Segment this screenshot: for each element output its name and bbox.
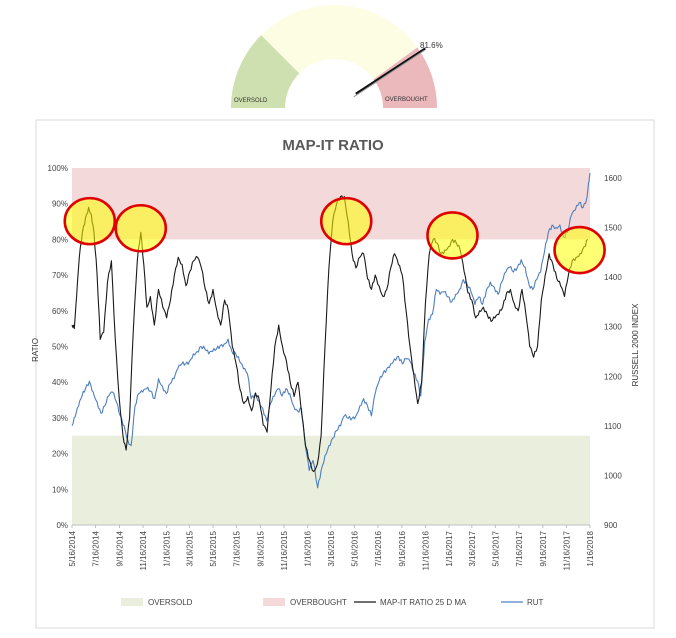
legend-label-mapit: MAP-IT RATIO 25 D MA <box>380 598 467 607</box>
gauge-oversold-label: OVERSOLD <box>234 98 268 104</box>
left-axis-title: RATIO <box>31 338 40 362</box>
right-tick-label: 1400 <box>604 273 622 282</box>
x-tick-label: 1/16/2018 <box>586 530 595 566</box>
x-tick-label: 11/16/2016 <box>421 530 430 570</box>
series-line-map-it-ratio <box>71 195 589 472</box>
left-tick-label: 0% <box>56 521 68 530</box>
right-axis-title: RUSSELL 2000 INDEX <box>631 303 640 387</box>
series-layer <box>71 172 591 489</box>
x-tick-label: 3/16/2015 <box>185 530 194 566</box>
right-axis: 900 1000 1100 1200 1300 1400 1500 1600 <box>604 174 622 530</box>
gauge-zone-neutral <box>261 5 418 80</box>
left-axis: 0% 10% 20% 30% 40% 50% 60% 70% 80% 90% 100% <box>48 164 68 530</box>
x-tick-label: 7/16/2016 <box>374 530 383 566</box>
x-axis: 5/16/2014 7/16/2014 9/16/2014 11/16/2014 1/1… <box>68 524 595 570</box>
x-tick-label: 3/16/2016 <box>327 530 336 566</box>
chart-legend: OVERSOLD OVERBOUGHT MAP-IT RATIO 25 D MA… <box>121 598 544 607</box>
x-tick-label: 1/16/2017 <box>445 530 454 566</box>
x-tick-label: 9/16/2016 <box>398 530 407 566</box>
gauge-overbought-label: OVERBOUGHT <box>385 97 428 103</box>
x-tick-label: 5/16/2014 <box>68 530 77 566</box>
right-tick-label: 1500 <box>604 224 622 233</box>
right-tick-label: 1000 <box>604 471 622 480</box>
series-line-rut <box>71 172 591 489</box>
gauge-value-label: 81.6% <box>420 41 443 50</box>
left-tick-label: 40% <box>52 378 68 387</box>
left-tick-label: 100% <box>48 164 68 173</box>
right-tick-label: 1300 <box>604 323 622 332</box>
gauge-zone-overbought <box>373 47 437 108</box>
legend-swatch-oversold <box>121 598 143 606</box>
legend-label-oversold: OVERSOLD <box>148 598 193 607</box>
x-tick-label: 9/16/2015 <box>257 530 266 566</box>
left-tick-label: 70% <box>52 271 68 280</box>
x-tick-label: 1/16/2016 <box>304 530 313 566</box>
left-tick-label: 20% <box>52 450 68 459</box>
left-tick-label: 60% <box>52 307 68 316</box>
chart-border <box>35 119 655 629</box>
x-tick-label: 7/16/2017 <box>515 530 524 566</box>
legend-label-overbought: OVERBOUGHT <box>290 598 347 607</box>
x-tick-label: 11/16/2015 <box>280 530 289 570</box>
x-tick-label: 3/16/2017 <box>468 530 477 566</box>
x-tick-label: 7/16/2015 <box>233 530 242 566</box>
x-tick-label: 9/16/2014 <box>116 530 125 566</box>
sentiment-gauge: 81.6% OVERSOLD OVERBOUGHT <box>231 5 443 109</box>
left-tick-label: 80% <box>52 235 68 244</box>
highlight-circle <box>426 211 479 260</box>
x-tick-label: 9/16/2017 <box>539 530 548 566</box>
x-tick-label: 5/16/2016 <box>350 530 359 566</box>
highlight-circle <box>319 196 373 246</box>
gauge-needle-shadow <box>353 50 425 98</box>
gauge-needle-line <box>355 47 426 95</box>
highlight-circle <box>553 225 606 275</box>
gauge-needle <box>353 47 426 98</box>
right-tick-label: 1200 <box>604 372 622 381</box>
x-tick-label: 5/16/2017 <box>491 530 500 566</box>
chart-title: MAP-IT RATIO <box>282 137 384 154</box>
left-tick-label: 10% <box>52 485 68 494</box>
left-tick-label: 50% <box>52 343 68 352</box>
x-tick-label: 11/16/2017 <box>562 530 571 570</box>
gauge-zone-oversold <box>231 35 300 109</box>
left-tick-label: 90% <box>52 200 68 209</box>
highlight-circle <box>114 203 168 253</box>
right-tick-label: 900 <box>604 521 618 530</box>
left-tick-label: 30% <box>52 414 68 423</box>
legend-label-rut: RUT <box>527 598 544 607</box>
x-tick-label: 11/16/2014 <box>139 530 148 570</box>
right-tick-label: 1100 <box>604 422 622 431</box>
x-tick-label: 7/16/2014 <box>92 530 101 566</box>
gauge-zones <box>231 5 437 109</box>
legend-swatch-overbought <box>263 598 285 606</box>
x-tick-label: 1/16/2015 <box>163 530 172 566</box>
band-oversold <box>72 435 590 525</box>
x-tick-label: 5/16/2015 <box>209 530 218 566</box>
highlight-circle <box>63 196 117 246</box>
highlight-circles <box>63 196 606 275</box>
right-tick-label: 1600 <box>604 174 622 183</box>
